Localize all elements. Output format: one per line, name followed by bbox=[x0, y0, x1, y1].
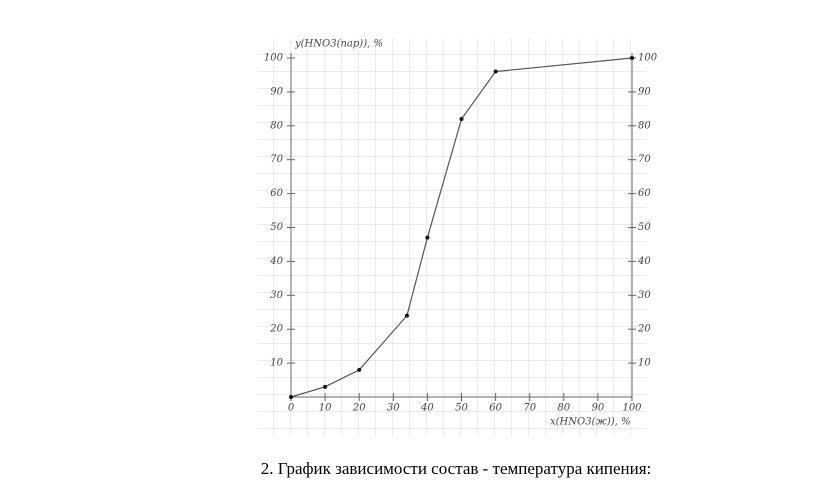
point bbox=[404, 313, 409, 318]
x-tick-label: 90 bbox=[592, 403, 605, 414]
point bbox=[493, 69, 498, 74]
x-tick-label: 0 bbox=[288, 403, 295, 414]
x-tick-label: 70 bbox=[523, 403, 536, 414]
y-tick-label-right: 80 bbox=[638, 120, 651, 131]
x-tick-label: 50 bbox=[455, 403, 468, 414]
x-tick-label: 60 bbox=[489, 403, 502, 414]
y-tick-label: 30 bbox=[270, 290, 283, 301]
point bbox=[357, 367, 362, 372]
caption: 2. График зависимости состав - температу… bbox=[261, 459, 652, 478]
point bbox=[630, 56, 634, 60]
y-tick-label: 20 bbox=[269, 324, 283, 335]
curve bbox=[290, 57, 633, 398]
point bbox=[289, 395, 293, 399]
y-tick-label-right: 10 bbox=[638, 358, 651, 369]
x-tick-label: 20 bbox=[352, 403, 366, 414]
y-tick-label: 80 bbox=[270, 120, 283, 131]
point bbox=[425, 235, 430, 240]
x-tick-label: 40 bbox=[420, 403, 434, 414]
y-tick-label-right: 70 bbox=[638, 154, 651, 165]
y-tick-label: 90 bbox=[270, 86, 283, 97]
y-tick-label: 100 bbox=[264, 53, 284, 64]
point bbox=[323, 384, 328, 389]
y-tick-label-right: 30 bbox=[638, 290, 651, 301]
graph-paper bbox=[257, 38, 647, 436]
point bbox=[459, 117, 464, 122]
y-tick-label-right: 60 bbox=[638, 188, 651, 199]
y-tick-label-right: 90 bbox=[638, 86, 651, 97]
x-axis-label: x(HNO3(ж)), % bbox=[550, 417, 631, 428]
y-tick-label-right: 100 bbox=[638, 53, 658, 64]
x-tick-label: 30 bbox=[387, 403, 400, 414]
y-tick-label: 60 bbox=[270, 188, 283, 199]
y-tick-label: 70 bbox=[270, 154, 283, 165]
y-tick-label: 10 bbox=[270, 358, 283, 369]
x-tick-label: 100 bbox=[622, 403, 642, 414]
y-tick-label: 40 bbox=[269, 256, 283, 267]
y-tick-label-right: 50 bbox=[638, 222, 651, 233]
y-axis-label: y(HNO3(пар)), % bbox=[294, 39, 383, 50]
y-tick-label-right: 40 bbox=[637, 256, 651, 267]
x-tick-label: 80 bbox=[557, 403, 570, 414]
y-tick-label: 50 bbox=[270, 222, 283, 233]
y-tick-label-right: 20 bbox=[637, 324, 651, 335]
x-tick-label: 10 bbox=[319, 403, 332, 414]
